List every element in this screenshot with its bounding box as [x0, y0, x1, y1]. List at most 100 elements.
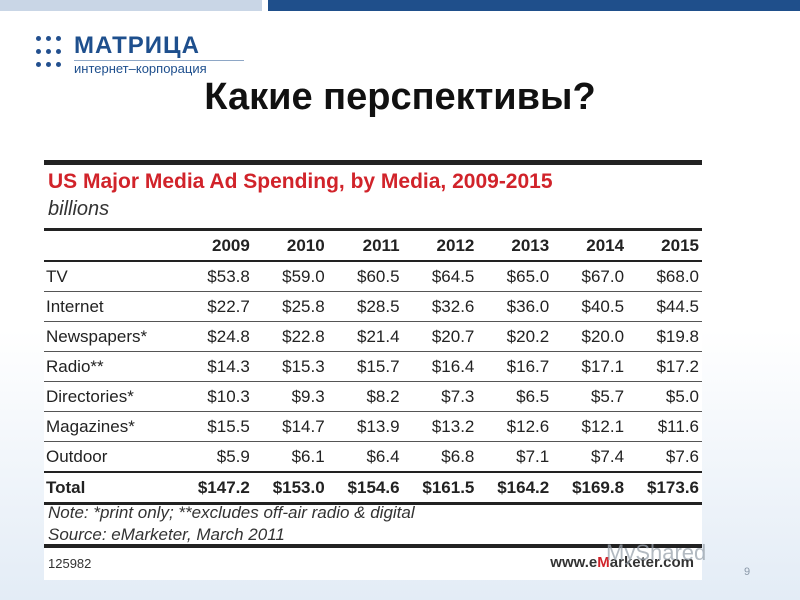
table-cell: $15.7: [327, 351, 403, 382]
slide-title: Какие перспективы?: [204, 76, 596, 118]
table-cell: $173.6: [627, 471, 702, 505]
row-label: TV: [44, 261, 178, 292]
table-header-row: 2009 2010 2011 2012 2013 2014 2015: [44, 228, 702, 262]
table-cell: $6.1: [252, 441, 328, 473]
table-cell: $11.6: [627, 411, 702, 442]
table-cell: $17.2: [627, 351, 702, 382]
table-cell: $13.9: [327, 411, 403, 442]
table-cell: $13.2: [402, 411, 478, 442]
table-cell: $67.0: [552, 261, 628, 292]
table-cell: $36.0: [477, 291, 553, 322]
table-cell: $53.8: [178, 261, 253, 292]
table-cell: $40.5: [552, 291, 628, 322]
table-cell: $65.0: [477, 261, 553, 292]
table-row: Outdoor $5.9 $6.1 $6.4 $6.8 $7.1 $7.4 $7.6: [44, 441, 702, 473]
brand-prefix: www.e: [550, 554, 598, 571]
table-cell: $6.4: [327, 441, 403, 473]
brand-suffix: arketer.com: [609, 554, 694, 571]
table-cell: $15.3: [252, 351, 328, 382]
table-cell: $7.4: [552, 441, 628, 473]
row-label: Radio**: [44, 351, 178, 382]
table-row: Newspapers* $24.8 $22.8 $21.4 $20.7 $20.2 $20.…: [44, 321, 702, 352]
table-cell: $147.2: [178, 471, 253, 505]
table-cell: $68.0: [627, 261, 702, 292]
table-cell: $20.2: [477, 321, 553, 352]
column-header: 2014: [552, 228, 628, 262]
table-cell: $7.6: [627, 441, 702, 473]
chart-note: Note: *print only; **excludes off-air ra…: [48, 503, 415, 522]
chart-code: 125982: [48, 556, 92, 571]
table-cell: $25.8: [252, 291, 328, 322]
table-cell: $16.7: [477, 351, 553, 382]
table-cell: $14.7: [252, 411, 328, 442]
table-cell: $9.3: [252, 381, 328, 412]
table-cell: $7.1: [477, 441, 553, 473]
chart-unit: billions: [48, 198, 110, 220]
table-cell: $14.3: [178, 351, 253, 382]
column-header: 2013: [477, 228, 553, 262]
table-cell: $28.5: [327, 291, 403, 322]
table-row: Directories* $10.3 $9.3 $8.2 $7.3 $6.5 $5.7 $5.…: [44, 381, 702, 412]
table-cell: $20.0: [552, 321, 628, 352]
table-row: Magazines* $15.5 $14.7 $13.9 $13.2 $12.6 $12.1…: [44, 411, 702, 442]
table-cell: $5.9: [178, 441, 253, 473]
table-cell: $6.8: [402, 441, 478, 473]
column-header: 2011: [327, 228, 403, 262]
row-label: Internet: [44, 291, 178, 322]
column-header: 2012: [402, 228, 478, 262]
row-label: Directories*: [44, 381, 178, 412]
page-number: 9: [744, 566, 751, 578]
table-body: TV $53.8 $59.0 $60.5 $64.5 $65.0 $67.0 $68.0 Int…: [44, 261, 702, 505]
chart-notes: Note: *print only; **excludes off-air ra…: [48, 502, 415, 546]
table-row: Radio** $14.3 $15.3 $15.7 $16.4 $16.7 $17.1 $17…: [44, 351, 702, 382]
table-cell: $22.7: [178, 291, 253, 322]
table-cell: $169.8: [552, 471, 628, 505]
panel-bottom-rule: [44, 544, 702, 548]
table-cell: $19.8: [627, 321, 702, 352]
chart-source: Source: eMarketer, March 2011: [48, 525, 285, 544]
table-cell: $6.5: [477, 381, 553, 412]
table-cell: $153.0: [252, 471, 328, 505]
panel-top-rule: [44, 160, 702, 165]
table-cell: $12.6: [477, 411, 553, 442]
logo-dots-icon: [34, 34, 68, 72]
emarketer-brand: www.eMarketer.com: [550, 554, 694, 571]
row-label: Total: [44, 471, 178, 505]
top-accent-bar-light: [0, 0, 262, 11]
row-label: Outdoor: [44, 441, 178, 473]
table-row: TV $53.8 $59.0 $60.5 $64.5 $65.0 $67.0 $68.0: [44, 261, 702, 292]
table-total-row: Total $147.2 $153.0 $154.6 $161.5 $164.2 $169.…: [44, 471, 702, 505]
table-cell: $20.7: [402, 321, 478, 352]
table-cell: $12.1: [552, 411, 628, 442]
logo-divider: [74, 60, 244, 61]
column-header: 2010: [252, 228, 328, 262]
top-accent-bar-dark: [268, 0, 800, 11]
header-blank-cell: [44, 228, 178, 262]
table-cell: $22.8: [252, 321, 328, 352]
column-header: 2015: [627, 228, 702, 262]
table-cell: $5.0: [627, 381, 702, 412]
table-cell: $32.6: [402, 291, 478, 322]
logo-subtitle: интернет–корпорация: [74, 61, 207, 76]
table-cell: $44.5: [627, 291, 702, 322]
ad-spending-table: 2009 2010 2011 2012 2013 2014 2015 TV $53.8 $59.…: [44, 228, 702, 505]
table-cell: $161.5: [402, 471, 478, 505]
column-header: 2009: [178, 228, 253, 262]
row-label: Magazines*: [44, 411, 178, 442]
table-cell: $60.5: [327, 261, 403, 292]
table-cell: $24.8: [178, 321, 253, 352]
table-cell: $8.2: [327, 381, 403, 412]
table-cell: $16.4: [402, 351, 478, 382]
table-cell: $164.2: [477, 471, 553, 505]
table-cell: $59.0: [252, 261, 328, 292]
table-cell: $10.3: [178, 381, 253, 412]
watermark: MyShared: [606, 540, 707, 565]
table-cell: $15.5: [178, 411, 253, 442]
chart-title: US Major Media Ad Spending, by Media, 20…: [48, 170, 553, 193]
table-cell: $5.7: [552, 381, 628, 412]
brand-accent: M: [597, 554, 610, 571]
table-cell: $7.3: [402, 381, 478, 412]
chart-panel: US Major Media Ad Spending, by Media, 20…: [44, 160, 702, 580]
table-row: Internet $22.7 $25.8 $28.5 $32.6 $36.0 $40.5 $4…: [44, 291, 702, 322]
company-logo: МАТРИЦА интернет–корпорация: [34, 32, 244, 76]
